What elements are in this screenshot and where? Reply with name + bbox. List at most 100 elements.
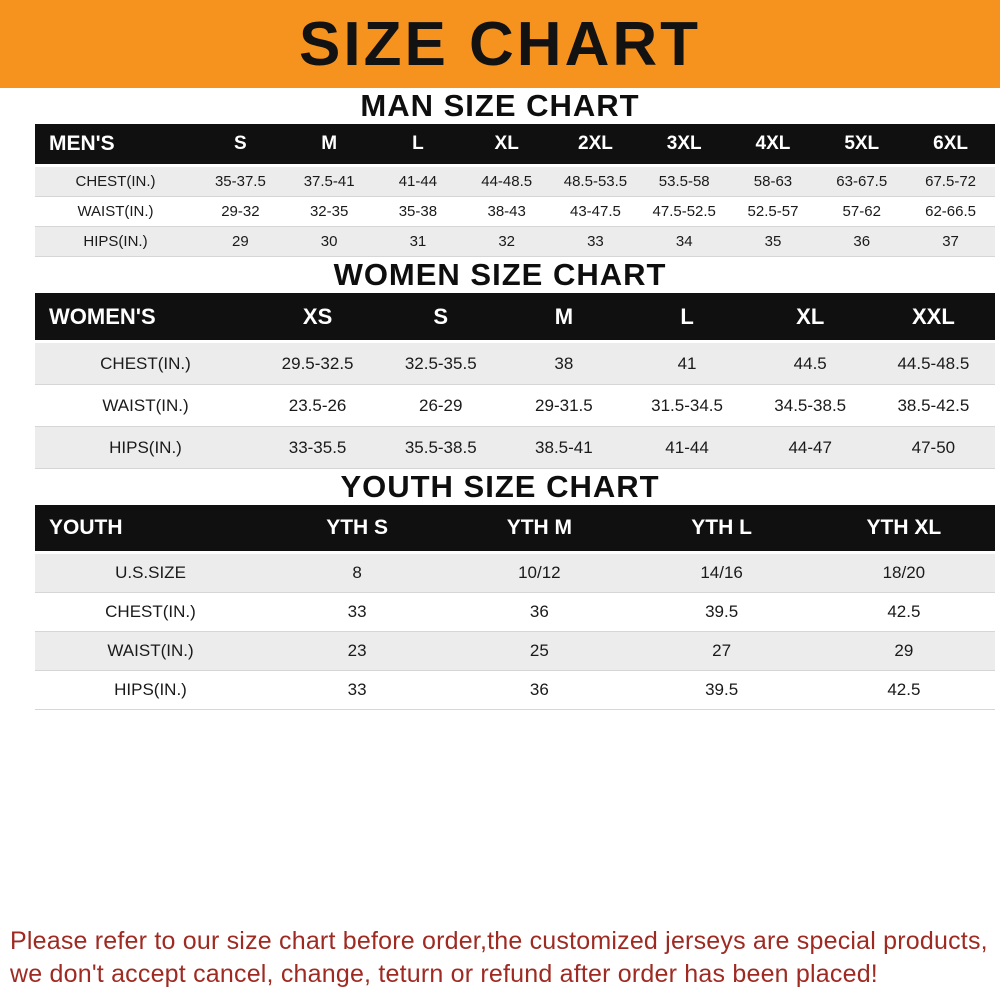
size-header-cell: YTH S bbox=[326, 516, 389, 539]
size-header-cell: XS bbox=[302, 303, 333, 329]
size-header-cell: 3XL bbox=[666, 133, 702, 154]
value-cell: 36 bbox=[529, 680, 549, 699]
banner: SIZE CHART bbox=[0, 0, 1000, 88]
value-cell: 35.5-38.5 bbox=[404, 437, 477, 457]
value-cell: 47.5-52.5 bbox=[652, 203, 716, 220]
row-label-cell: HIPS(IN.) bbox=[114, 680, 187, 699]
size-header-cell: XL bbox=[796, 303, 825, 329]
value-cell: 34 bbox=[675, 233, 693, 250]
value-cell: 29-31.5 bbox=[535, 395, 593, 415]
value-cell: 30 bbox=[320, 233, 338, 250]
value-cell: 44-48.5 bbox=[481, 173, 533, 190]
size-header-cell: 6XL bbox=[933, 133, 968, 154]
value-cell: 10/12 bbox=[518, 563, 561, 582]
size-header-cell: S bbox=[433, 303, 449, 329]
size-header-cell: XXL bbox=[911, 303, 955, 329]
disclaimer-text: Please refer to our size chart before or… bbox=[10, 925, 994, 993]
value-cell: 37 bbox=[942, 233, 959, 250]
value-cell: 29 bbox=[232, 233, 249, 250]
value-cell: 57-62 bbox=[842, 203, 881, 220]
value-cell: 32.5-35.5 bbox=[404, 353, 477, 373]
youth-size-table: YOUTH YTH S YTH M YTH L YTH XL U.S.SIZE 8 10/12… bbox=[35, 505, 995, 710]
value-cell: 34.5-38.5 bbox=[774, 395, 847, 415]
value-cell: 62-66.5 bbox=[925, 203, 976, 220]
value-cell: 39.5 bbox=[705, 602, 739, 621]
row-label-cell: WAIST(IN.) bbox=[107, 641, 194, 660]
row-label-cell: CHEST(IN.) bbox=[105, 602, 196, 621]
table-row: CHEST(IN.) 35-37.5 37.5-41 41-44 44-48.5 48.5… bbox=[35, 165, 995, 197]
value-cell: 38.5-41 bbox=[535, 437, 593, 457]
value-cell: 33 bbox=[587, 233, 604, 250]
value-cell: 38 bbox=[554, 353, 574, 373]
size-header-cell: YTH L bbox=[691, 516, 752, 539]
value-cell: 29 bbox=[894, 641, 914, 660]
value-cell: 33 bbox=[347, 680, 367, 699]
mens-size-table: MEN'S S M L XL 2XL 3XL 4XL 5XL 6XL CHEST(IN.) 35-37… bbox=[35, 124, 995, 257]
size-header-cell: M bbox=[554, 303, 574, 329]
value-cell: 37.5-41 bbox=[303, 173, 355, 190]
size-header-cell: YTH XL bbox=[866, 516, 942, 539]
value-cell: 44.5-48.5 bbox=[897, 353, 970, 373]
value-cell: 38-43 bbox=[487, 203, 526, 220]
value-cell: 41-44 bbox=[398, 173, 438, 190]
value-cell: 38.5-42.5 bbox=[897, 395, 970, 415]
value-cell: 29.5-32.5 bbox=[281, 353, 354, 373]
table-row: HIPS(IN.) 33 36 39.5 42.5 bbox=[35, 670, 995, 710]
size-header-cell: L bbox=[412, 133, 424, 154]
value-cell: 63-67.5 bbox=[836, 173, 888, 190]
womens-size-table: WOMEN'S XS S M L XL XXL CHEST(IN.) 29.5-32.5 32.5… bbox=[35, 293, 995, 469]
table-row: WAIST(IN.) 23 25 27 29 bbox=[35, 631, 995, 671]
size-header-cell: M bbox=[321, 133, 338, 154]
value-cell: 39.5 bbox=[705, 680, 739, 699]
mens-chart-heading: MAN SIZE CHART bbox=[360, 88, 640, 123]
value-cell: 44.5 bbox=[793, 353, 827, 373]
value-cell: 41 bbox=[677, 353, 697, 373]
value-cell: 18/20 bbox=[882, 563, 926, 582]
size-header-cell: 5XL bbox=[844, 133, 880, 154]
value-cell: 35-37.5 bbox=[214, 173, 266, 190]
row-label-cell: U.S.SIZE bbox=[115, 563, 186, 582]
youth-chart-heading: YOUTH SIZE CHART bbox=[340, 469, 660, 504]
value-cell: 52.5-57 bbox=[747, 203, 799, 220]
row-label-cell: CHEST(IN.) bbox=[75, 173, 156, 190]
value-cell: 44-47 bbox=[788, 437, 832, 457]
value-cell: 67.5-72 bbox=[925, 173, 976, 190]
value-cell: 27 bbox=[712, 641, 732, 660]
row-label-cell: HIPS(IN.) bbox=[109, 437, 182, 457]
table-header-row: WOMEN'S XS S M L XL XXL bbox=[35, 293, 995, 342]
value-cell: 35 bbox=[764, 233, 782, 250]
value-cell: 42.5 bbox=[887, 680, 921, 699]
value-cell: 53.5-58 bbox=[658, 173, 710, 190]
table-header-row: YOUTH YTH S YTH M YTH L YTH XL bbox=[35, 505, 995, 553]
table-row: CHEST(IN.) 29.5-32.5 32.5-35.5 38 41 44.5 44.5… bbox=[35, 341, 995, 385]
disclaimer-line-1: Please refer to our size chart before or… bbox=[10, 926, 988, 955]
table-title-cell: WOMEN'S bbox=[49, 303, 156, 329]
value-cell: 35-38 bbox=[398, 203, 438, 220]
value-cell: 42.5 bbox=[887, 602, 921, 621]
table-row: HIPS(IN.) 33-35.5 35.5-38.5 38.5-41 41-44 44-… bbox=[35, 426, 995, 469]
table-title-cell: MEN'S bbox=[49, 132, 115, 155]
value-cell: 29-32 bbox=[221, 203, 260, 220]
womens-chart-heading: WOMEN SIZE CHART bbox=[333, 257, 667, 292]
value-cell: 31 bbox=[409, 233, 427, 250]
table-row: WAIST(IN.) 23.5-26 26-29 29-31.5 31.5-34.5 34… bbox=[35, 384, 995, 427]
value-cell: 43-47.5 bbox=[570, 203, 621, 220]
value-cell: 36 bbox=[853, 233, 871, 250]
value-cell: 25 bbox=[529, 641, 549, 660]
value-cell: 14/16 bbox=[700, 563, 743, 582]
value-cell: 33-35.5 bbox=[288, 437, 347, 457]
row-label-cell: WAIST(IN.) bbox=[102, 395, 189, 415]
row-label-cell: WAIST(IN.) bbox=[77, 203, 154, 220]
table-row: HIPS(IN.) 29 30 31 32 33 34 35 36 37 bbox=[35, 226, 995, 257]
value-cell: 32 bbox=[498, 233, 516, 250]
size-header-cell: S bbox=[234, 133, 247, 154]
disclaimer-line-2: we don't accept cancel, change, teturn o… bbox=[10, 960, 878, 989]
value-cell: 58-63 bbox=[753, 173, 793, 190]
row-label-cell: HIPS(IN.) bbox=[83, 233, 148, 250]
value-cell: 23 bbox=[347, 641, 367, 660]
table-row: CHEST(IN.) 33 36 39.5 42.5 bbox=[35, 592, 995, 632]
size-header-cell: YTH M bbox=[506, 516, 573, 539]
table-header-row: MEN'S S M L XL 2XL 3XL 4XL 5XL 6XL bbox=[35, 124, 995, 166]
table-row: U.S.SIZE 8 10/12 14/16 18/20 bbox=[35, 552, 995, 593]
value-cell: 36 bbox=[529, 602, 549, 621]
